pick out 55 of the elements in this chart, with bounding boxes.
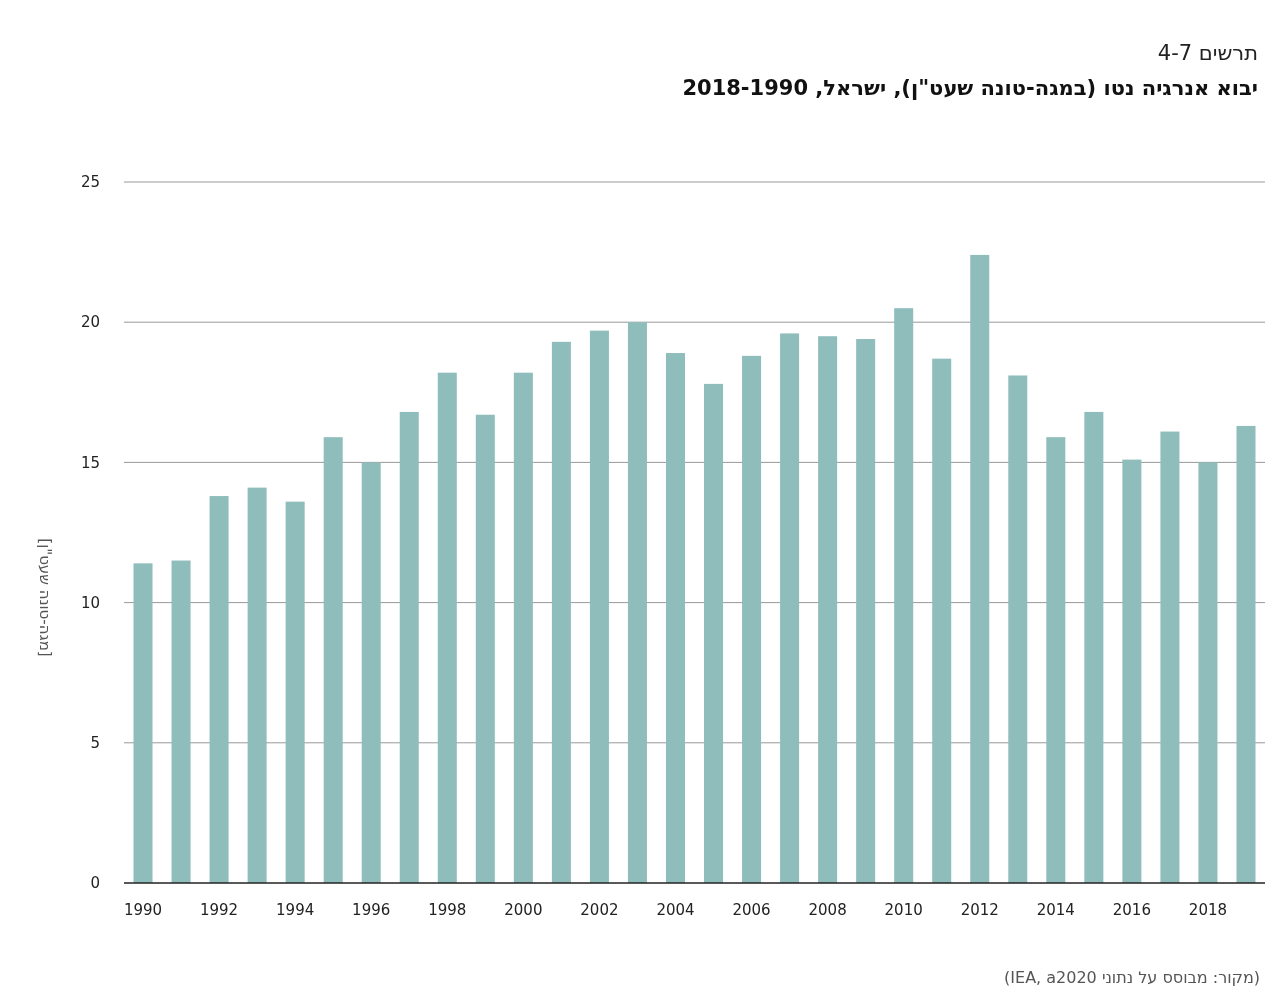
x-tick-label: 1996 bbox=[352, 901, 391, 919]
text: (מקור: מבוסס על נתוני IEA, a2020) bbox=[1004, 968, 1260, 987]
x-tick-label: 2012 bbox=[960, 901, 999, 919]
x-tick-label: 2018 bbox=[1188, 901, 1228, 919]
bar bbox=[513, 372, 533, 883]
bar bbox=[742, 355, 762, 883]
bar bbox=[437, 372, 457, 883]
y-tick-label: 15 bbox=[80, 453, 100, 472]
bar bbox=[1084, 411, 1104, 883]
y-tick-label: 25 bbox=[80, 173, 100, 192]
y-axis-title: [מגה-טונה שעט"ן] bbox=[36, 538, 54, 657]
x-tick-label: 2006 bbox=[732, 901, 771, 919]
bar bbox=[780, 333, 800, 883]
x-tick-label: 1992 bbox=[199, 901, 239, 919]
chart-title: יבוא אנרגיה נטו (במגה-טונה שעט"ן), ישראל, 2018-1990 bbox=[682, 76, 1258, 100]
y-tick-label: 5 bbox=[90, 734, 100, 753]
bar bbox=[247, 487, 267, 883]
bar bbox=[1046, 437, 1066, 883]
x-tick-label: 1994 bbox=[276, 901, 315, 919]
bar bbox=[1236, 425, 1256, 883]
bar bbox=[704, 383, 724, 883]
x-tick-label: 2004 bbox=[656, 901, 695, 919]
bar bbox=[1160, 431, 1180, 883]
x-tick-label: 2016 bbox=[1112, 901, 1151, 919]
bar bbox=[818, 336, 838, 883]
y-tick-label: 10 bbox=[80, 593, 100, 612]
x-tick-label: 2010 bbox=[884, 901, 923, 919]
x-tick-label: 2014 bbox=[1036, 901, 1075, 919]
x-tick-label: 1998 bbox=[428, 901, 467, 919]
bar bbox=[551, 341, 571, 883]
bar bbox=[361, 462, 381, 883]
bar bbox=[171, 560, 191, 883]
bar bbox=[209, 496, 229, 883]
y-tick-label: 20 bbox=[80, 313, 100, 332]
bar bbox=[285, 501, 305, 883]
bar bbox=[1198, 462, 1218, 883]
x-tick-label: 2002 bbox=[580, 901, 619, 919]
bar bbox=[1008, 375, 1028, 883]
x-tick-label: 2000 bbox=[504, 901, 543, 919]
x-tick-label: 2008 bbox=[808, 901, 847, 919]
y-tick-label: 0 bbox=[90, 874, 100, 893]
bar bbox=[589, 330, 609, 883]
bar bbox=[399, 411, 419, 883]
bar bbox=[323, 437, 343, 883]
bar bbox=[133, 563, 153, 883]
bar bbox=[665, 353, 685, 883]
bar bbox=[475, 414, 495, 883]
bar bbox=[970, 254, 990, 883]
bar bbox=[894, 308, 914, 883]
bar bbox=[932, 358, 952, 883]
x-tick-label: 1990 bbox=[123, 901, 163, 919]
bar bbox=[627, 322, 647, 883]
chart-subtitle: תרשים 4-7 bbox=[1157, 41, 1258, 65]
bar bbox=[856, 339, 876, 883]
bar bbox=[1122, 459, 1142, 883]
